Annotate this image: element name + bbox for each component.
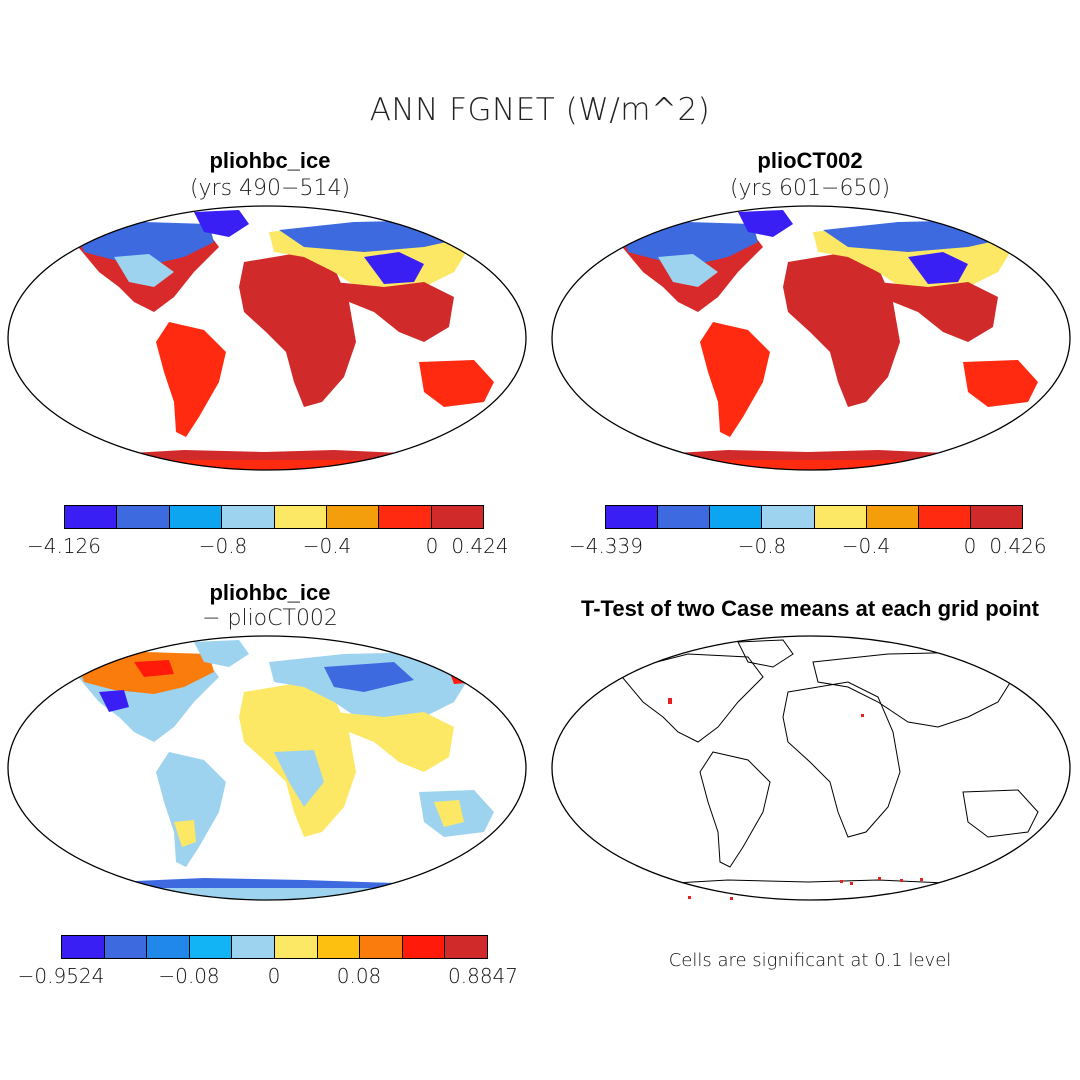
colorbar-swatch [232,936,275,958]
colorbar-swatch [402,936,446,958]
panel1-title: pliohbc_ice [209,148,331,173]
colorbar-swatch [317,936,361,958]
colorbar-tick: 0.424 [451,534,509,558]
panel4-title: T-Test of two Case means at each grid po… [580,596,1039,621]
colorbar-tick: −0.9524 [17,964,105,988]
colorbar-swatch [970,506,1022,528]
colorbar-tick: 0.8847 [448,964,518,988]
panel1-map [7,205,527,471]
panel3-map [7,635,527,901]
colorbar-tick: −0.8 [198,534,248,558]
colorbar-swatch [379,506,432,528]
colorbar-tick: 0 [963,534,977,558]
colorbar-tick: 0 [267,964,281,988]
panel3-title: pliohbc_ice [209,580,331,605]
panel2-colorbar [605,505,1023,529]
colorbar-swatch [274,936,318,958]
panel2-subtitle: (yrs 601−650) [729,176,891,201]
colorbar-swatch [814,506,867,528]
panel2-title: plioCT002 [757,148,863,173]
colorbar-swatch [866,506,919,528]
colorbar-tick: −4.126 [26,534,102,558]
colorbar-tick: −0.4 [841,534,891,558]
colorbar-swatch [104,936,148,958]
panel2-map [551,205,1071,471]
colorbar-swatch [431,506,483,528]
colorbar-tick: −0.4 [302,534,352,558]
colorbar-swatch [147,936,190,958]
colorbar-tick: 0.08 [336,964,382,988]
colorbar-swatch [360,936,403,958]
colorbar-swatch [710,506,763,528]
significance-note: Cells are significant at 0.1 level [668,950,952,971]
colorbar-swatch [762,506,815,528]
colorbar-tick: 0 [425,534,439,558]
colorbar-tick: 0.426 [989,534,1047,558]
colorbar-tick: −0.08 [158,964,220,988]
colorbar-swatch [918,506,971,528]
colorbar-swatch [274,506,327,528]
colorbar-swatch [606,506,659,528]
panel4-map [551,635,1071,901]
colorbar-tick: −4.339 [568,534,644,558]
colorbar-swatch [117,506,170,528]
panel3-colorbar [61,935,488,959]
main-title: ANN FGNET (W/m^2) [369,92,711,128]
colorbar-swatch [65,506,118,528]
colorbar-tick: −0.8 [737,534,787,558]
colorbar-swatch [445,936,487,958]
colorbar-swatch [222,506,275,528]
colorbar-swatch [62,936,105,958]
colorbar-swatch [169,506,223,528]
colorbar-swatch [189,936,233,958]
panel3-subtitle: − plioCT002 [202,606,338,631]
panel1-colorbar [64,505,484,529]
colorbar-swatch [658,506,711,528]
colorbar-swatch [326,506,380,528]
panel1-subtitle: (yrs 490−514) [189,176,351,201]
